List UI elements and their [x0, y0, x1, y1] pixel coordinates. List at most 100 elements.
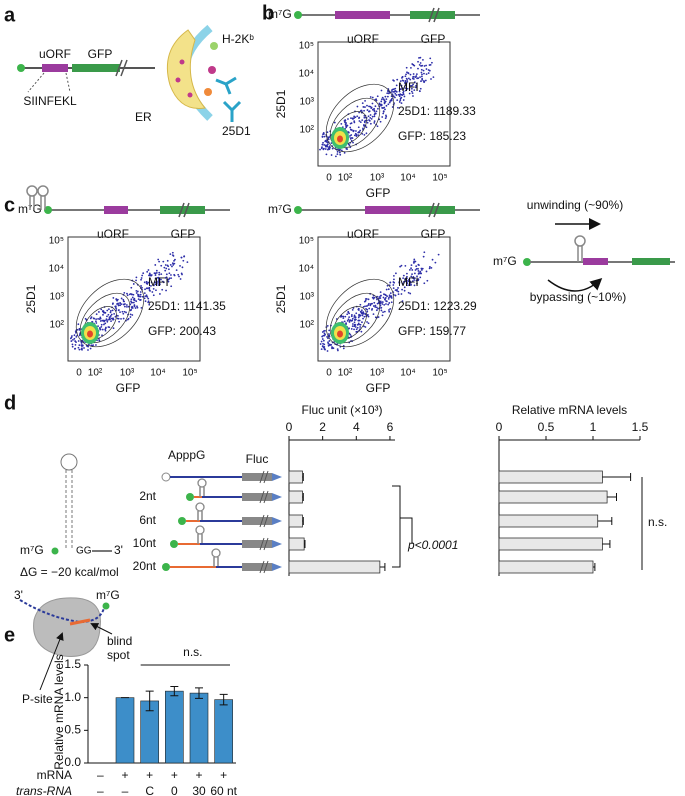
event-dot [415, 265, 418, 268]
event-dot [129, 316, 132, 318]
category-label: 30 [192, 784, 206, 796]
event-dot [109, 311, 112, 314]
density [337, 135, 343, 143]
event-dot [323, 334, 326, 337]
event-dot [376, 95, 379, 98]
event-dot [322, 133, 324, 136]
event-dot [364, 298, 367, 300]
event-dot [104, 329, 107, 332]
event-dot [166, 264, 169, 267]
event-dot [361, 102, 364, 105]
event-dot [106, 320, 109, 323]
event-dot [413, 279, 416, 281]
event-dot [400, 293, 403, 295]
event-dot [362, 305, 365, 308]
event-dot [373, 109, 376, 112]
event-dot [323, 135, 326, 138]
event-dot [336, 153, 339, 156]
event-dot [120, 303, 123, 306]
event-dot [394, 294, 397, 297]
event-dot [353, 328, 355, 331]
event-dot [397, 287, 399, 289]
event-dot [101, 328, 104, 331]
event-dot [157, 279, 160, 281]
event-dot [131, 293, 133, 296]
event-dot [103, 323, 105, 326]
event-dot [107, 308, 110, 311]
event-dot [412, 95, 414, 97]
y-tick-label: 10⁵ [49, 236, 64, 247]
event-dot [164, 264, 167, 266]
event-dot [423, 81, 426, 84]
event-dot [119, 301, 122, 304]
cap [186, 493, 194, 501]
chart-title: Fluc unit (×10³) [301, 403, 382, 417]
event-dot [414, 269, 417, 271]
event-dot [159, 293, 161, 295]
event-dot [160, 278, 162, 281]
event-dot [405, 82, 408, 85]
event-dot [158, 273, 161, 276]
event-dot [353, 314, 356, 317]
event-dot [364, 305, 366, 308]
axis-label: 25D1 [274, 89, 288, 118]
event-dot [331, 147, 334, 150]
event-dot [338, 151, 341, 154]
antibody [222, 100, 242, 122]
mfi: GFP: 159.77 [398, 324, 466, 338]
event-dot [384, 297, 386, 300]
event-dot [349, 122, 352, 125]
polyA [272, 540, 282, 548]
cap [178, 517, 186, 525]
cap [294, 206, 302, 214]
event-dot [165, 289, 167, 292]
event-dot [396, 99, 399, 101]
event-dot [414, 260, 417, 263]
event-dot [419, 270, 422, 273]
event-dot [416, 77, 419, 80]
event-dot [169, 263, 172, 266]
event-dot [362, 311, 365, 314]
event-dot [389, 292, 392, 295]
event-dot [324, 144, 327, 147]
annotation: n.s. [183, 645, 202, 659]
event-dot [398, 282, 401, 284]
event-dot [357, 131, 360, 134]
event-dot [348, 332, 351, 335]
event-dot [147, 281, 150, 284]
event-dot [328, 329, 331, 332]
label: uORF [97, 227, 129, 241]
x-tick-label: 0 [76, 368, 82, 379]
event-dot [407, 77, 410, 80]
hairpin [197, 511, 203, 521]
event-dot [345, 126, 348, 129]
polyA [272, 473, 282, 481]
label: 3' [14, 588, 23, 602]
event-dot [423, 282, 426, 285]
x-tick-label: 6 [387, 420, 394, 434]
cap [162, 563, 170, 571]
event-dot [357, 126, 360, 129]
event-dot [377, 307, 379, 310]
event-dot [404, 79, 407, 82]
event-dot [135, 276, 138, 279]
event-dot [389, 307, 392, 310]
event-dot [71, 343, 74, 346]
polyA [272, 493, 282, 501]
event-dot [95, 318, 98, 321]
event-dot [360, 330, 363, 333]
event-dot [147, 301, 150, 304]
event-dot [420, 269, 423, 271]
density [87, 330, 93, 338]
event-dot [359, 129, 362, 132]
event-dot [117, 314, 119, 317]
event-dot [420, 71, 423, 74]
event-dot [77, 323, 80, 326]
event-dot [421, 64, 424, 67]
event-dot [148, 286, 151, 289]
event-dot [356, 105, 359, 108]
event-dot [368, 119, 370, 121]
event-dot [175, 269, 178, 272]
event-dot [78, 344, 81, 347]
